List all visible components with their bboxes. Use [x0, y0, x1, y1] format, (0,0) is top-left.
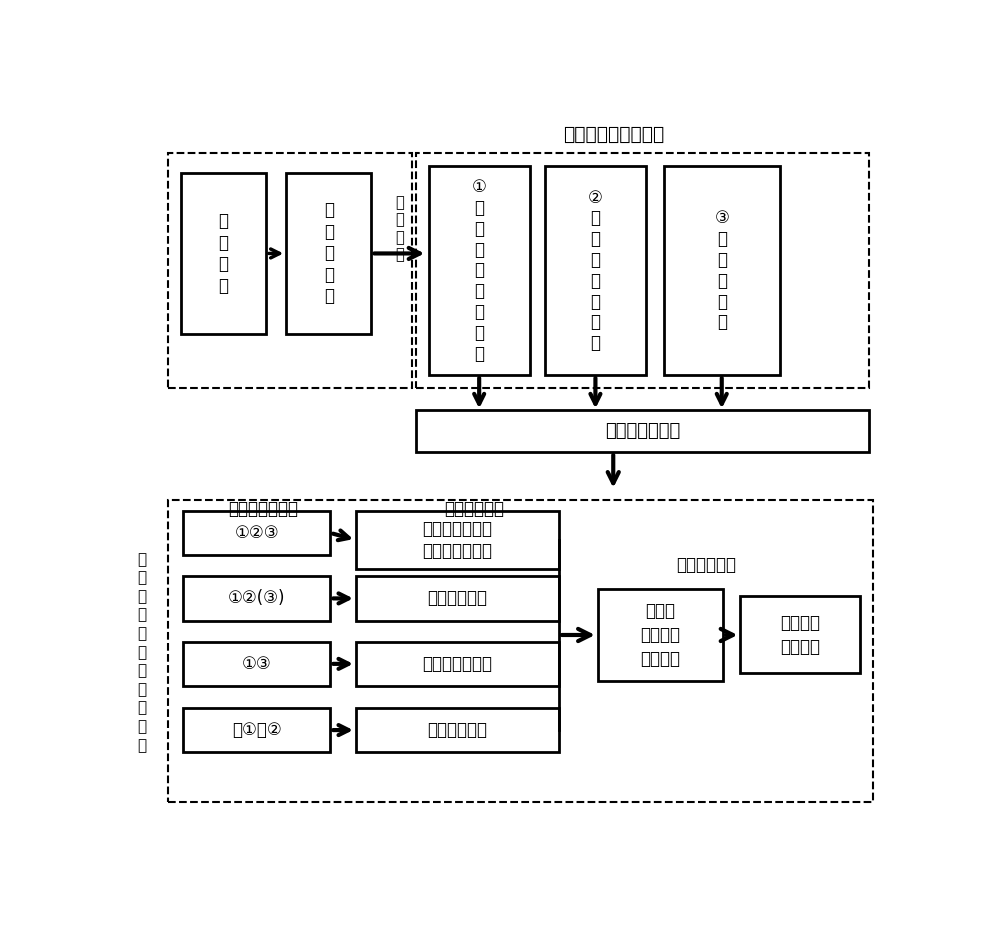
FancyBboxPatch shape: [168, 500, 873, 802]
Text: ①②③: ①②③: [234, 524, 279, 542]
FancyBboxPatch shape: [356, 708, 559, 752]
Text: 多维度信号组合: 多维度信号组合: [228, 500, 298, 518]
Text: ①②(③): ①②(③): [228, 589, 286, 608]
Text: （①）②: （①）②: [232, 722, 282, 739]
FancyBboxPatch shape: [545, 166, 646, 376]
FancyBboxPatch shape: [356, 511, 559, 569]
Text: ③
光
纤
传
感
器: ③ 光 纤 传 感 器: [714, 209, 729, 331]
FancyBboxPatch shape: [598, 589, 723, 681]
FancyBboxPatch shape: [664, 166, 780, 376]
Text: ②
高
频
电
流
传
感
器: ② 高 频 电 流 传 感 器: [588, 189, 603, 352]
Text: 放电量
放电幅值
放电次数: 放电量 放电幅值 放电次数: [641, 602, 681, 668]
Text: 绝缘程度
放电类型: 绝缘程度 放电类型: [780, 614, 820, 656]
FancyBboxPatch shape: [356, 576, 559, 621]
FancyBboxPatch shape: [168, 154, 412, 388]
Text: ①
特
高
频
信
号
传
感
器: ① 特 高 频 信 号 传 感 器: [472, 179, 487, 363]
Text: 多维度信号传输: 多维度信号传输: [605, 422, 680, 440]
FancyBboxPatch shape: [429, 166, 530, 376]
Text: 分析放电类型: 分析放电类型: [676, 556, 736, 574]
Text: 局
放
信
号: 局 放 信 号: [396, 195, 404, 263]
FancyBboxPatch shape: [740, 597, 860, 673]
FancyBboxPatch shape: [416, 154, 869, 388]
FancyBboxPatch shape: [356, 642, 559, 686]
Text: ①③: ①③: [242, 655, 272, 672]
Text: 绝
缘
缺
陷: 绝 缘 缺 陷: [218, 212, 228, 295]
FancyBboxPatch shape: [183, 576, 330, 621]
Text: 多维度信号采集模块: 多维度信号采集模块: [563, 125, 664, 143]
FancyBboxPatch shape: [183, 642, 330, 686]
Text: 内部绝缘油中: 内部绝缘油中: [427, 589, 487, 608]
FancyBboxPatch shape: [181, 173, 266, 334]
Text: 均压罩、末屏、
下瓷套、均压罩: 均压罩、末屏、 下瓷套、均压罩: [422, 520, 492, 560]
Text: 套管顶部高压端: 套管顶部高压端: [422, 655, 492, 672]
Text: 变
压
器
套
管: 变 压 器 套 管: [324, 202, 334, 305]
Text: 确定放电位置: 确定放电位置: [444, 500, 504, 518]
Text: 电容芯子内部: 电容芯子内部: [427, 722, 487, 739]
FancyBboxPatch shape: [416, 410, 869, 452]
FancyBboxPatch shape: [183, 708, 330, 752]
FancyBboxPatch shape: [286, 173, 371, 334]
FancyBboxPatch shape: [183, 511, 330, 555]
Text: 多
维
度
信
号
组
合
分
析
模
块: 多 维 度 信 号 组 合 分 析 模 块: [137, 552, 147, 753]
